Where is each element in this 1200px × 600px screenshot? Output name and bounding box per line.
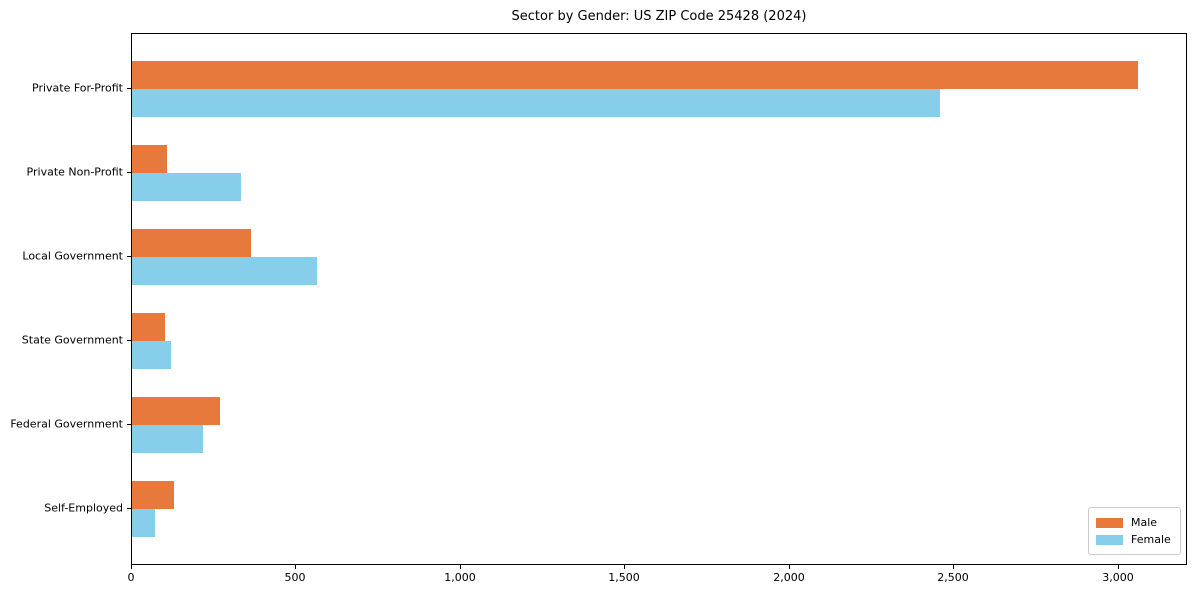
- legend: Male Female: [1088, 507, 1181, 555]
- bar-female-private-for-profit: [132, 89, 940, 117]
- x-tick-label-3000: 3,000: [1102, 571, 1134, 584]
- x-tick-label-2000: 2,000: [773, 571, 805, 584]
- bar-female-state-government: [132, 341, 171, 369]
- chart-title: Sector by Gender: US ZIP Code 25428 (202…: [511, 9, 807, 24]
- y-tick-label-self-employed: Self-Employed: [44, 501, 123, 515]
- bar-male-federal-government: [132, 397, 220, 425]
- legend-label-female: Female: [1131, 533, 1171, 546]
- y-tick-label-private-for-profit: Private For-Profit: [32, 81, 123, 95]
- bar-male-self-employed: [132, 481, 174, 509]
- bar-female-local-government: [132, 257, 317, 285]
- legend-item-female: Female: [1096, 534, 1173, 545]
- x-tick-mark: [789, 565, 790, 569]
- x-tick-label-1000: 1,000: [444, 571, 476, 584]
- y-tick-label-federal-government: Federal Government: [10, 417, 123, 431]
- bar-male-local-government: [132, 229, 251, 257]
- y-tick-mark: [127, 340, 131, 341]
- y-tick-label-state-government: State Government: [21, 333, 123, 347]
- legend-label-male: Male: [1131, 516, 1158, 529]
- bar-female-federal-government: [132, 425, 203, 453]
- x-tick-mark: [460, 565, 461, 569]
- y-tick-label-private-non-profit: Private Non-Profit: [26, 165, 123, 179]
- legend-swatch-female: [1096, 534, 1123, 545]
- bar-male-private-non-profit: [132, 145, 167, 173]
- legend-item-male: Male: [1096, 517, 1173, 528]
- x-tick-label-1500: 1,500: [608, 571, 640, 584]
- y-tick-mark: [127, 256, 131, 257]
- x-tick-label-0: 0: [127, 571, 135, 584]
- x-tick-label-2500: 2,500: [937, 571, 969, 584]
- x-tick-mark: [624, 565, 625, 569]
- y-tick-mark: [127, 424, 131, 425]
- x-tick-mark: [295, 565, 296, 569]
- bar-female-self-employed: [132, 509, 155, 537]
- x-tick-mark: [953, 565, 954, 569]
- x-tick-label-500: 500: [284, 571, 306, 584]
- plot-area: [131, 33, 1187, 565]
- bar-male-state-government: [132, 313, 165, 341]
- y-tick-mark: [127, 172, 131, 173]
- legend-swatch-male: [1096, 517, 1123, 528]
- bar-male-private-for-profit: [132, 61, 1138, 89]
- x-tick-mark: [131, 565, 132, 569]
- x-tick-mark: [1118, 565, 1119, 569]
- y-tick-mark: [127, 88, 131, 89]
- y-tick-label-local-government: Local Government: [22, 249, 123, 263]
- y-tick-mark: [127, 508, 131, 509]
- bar-female-private-non-profit: [132, 173, 241, 201]
